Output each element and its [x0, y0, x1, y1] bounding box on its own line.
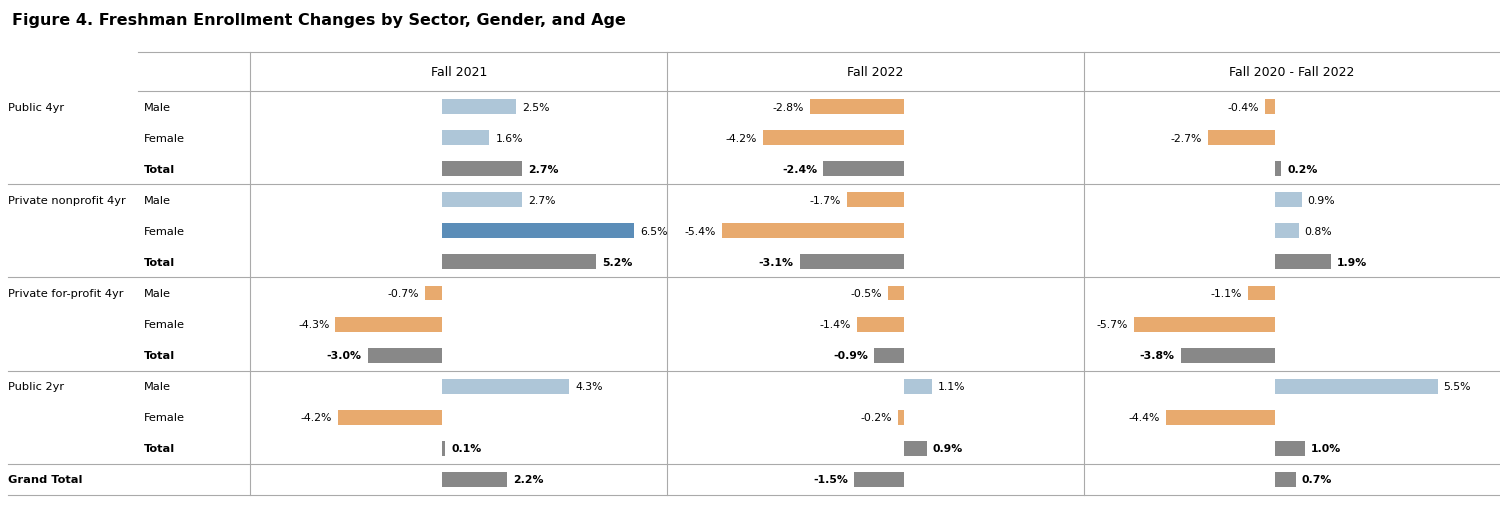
Text: Female: Female [144, 320, 184, 329]
Text: Female: Female [144, 226, 184, 236]
Text: Total: Total [144, 165, 176, 174]
Text: -0.2%: -0.2% [859, 413, 891, 422]
Text: Grand Total: Grand Total [8, 474, 82, 484]
Text: -5.4%: -5.4% [686, 226, 716, 236]
Text: -4.2%: -4.2% [300, 413, 332, 422]
Bar [1275, 379, 1437, 394]
Text: 2.7%: 2.7% [528, 165, 558, 174]
Text: Male: Male [144, 288, 171, 298]
Bar [1134, 317, 1275, 332]
Bar [800, 255, 904, 270]
Text: -1.5%: -1.5% [813, 474, 847, 484]
Bar [442, 441, 446, 456]
Text: Female: Female [144, 413, 184, 422]
Text: Private for-profit 4yr: Private for-profit 4yr [8, 288, 123, 298]
Text: -1.1%: -1.1% [1210, 288, 1242, 298]
Text: 0.9%: 0.9% [933, 443, 963, 453]
Text: Figure 4. Freshman Enrollment Changes by Sector, Gender, and Age: Figure 4. Freshman Enrollment Changes by… [12, 13, 626, 28]
Text: -4.3%: -4.3% [298, 320, 330, 329]
Text: -4.4%: -4.4% [1128, 413, 1160, 422]
Text: 0.8%: 0.8% [1305, 226, 1332, 236]
Bar [904, 441, 927, 456]
Text: 2.5%: 2.5% [522, 103, 549, 113]
Bar [442, 379, 568, 394]
Text: 6.5%: 6.5% [640, 226, 668, 236]
Text: Female: Female [144, 133, 184, 143]
Text: Male: Male [144, 381, 171, 391]
Bar [368, 348, 442, 363]
Text: -3.0%: -3.0% [327, 350, 362, 361]
Bar [1166, 410, 1275, 425]
Text: Total: Total [144, 350, 176, 361]
Bar [1180, 348, 1275, 363]
Text: 1.1%: 1.1% [938, 381, 964, 391]
Bar [442, 472, 507, 487]
Bar [442, 193, 522, 208]
Text: 2.2%: 2.2% [513, 474, 543, 484]
Bar [1275, 472, 1296, 487]
Text: 4.3%: 4.3% [574, 381, 603, 391]
Bar [904, 379, 932, 394]
Bar [442, 162, 522, 177]
Text: Total: Total [144, 443, 176, 453]
Bar [1208, 131, 1275, 146]
Text: 5.5%: 5.5% [1443, 381, 1472, 391]
Bar [856, 317, 904, 332]
Text: Total: Total [144, 258, 176, 267]
Text: Fall 2022: Fall 2022 [847, 66, 903, 79]
Text: -1.4%: -1.4% [821, 320, 850, 329]
Bar [442, 131, 489, 146]
Text: 0.1%: 0.1% [452, 443, 482, 453]
Bar [442, 255, 596, 270]
Bar [853, 472, 904, 487]
Bar [847, 193, 904, 208]
Text: Male: Male [144, 103, 171, 113]
Text: -0.7%: -0.7% [387, 288, 418, 298]
Bar [442, 224, 634, 239]
Bar [1264, 100, 1275, 115]
Bar [1275, 224, 1299, 239]
Text: 1.6%: 1.6% [495, 133, 524, 143]
Bar [338, 410, 442, 425]
Text: -0.9%: -0.9% [833, 350, 868, 361]
Bar [336, 317, 442, 332]
Text: -2.8%: -2.8% [772, 103, 804, 113]
Text: -0.4%: -0.4% [1227, 103, 1258, 113]
Text: Private nonprofit 4yr: Private nonprofit 4yr [8, 195, 124, 206]
Text: 1.9%: 1.9% [1338, 258, 1368, 267]
Bar [1275, 193, 1302, 208]
Bar [762, 131, 904, 146]
Text: -2.7%: -2.7% [1172, 133, 1202, 143]
Text: 2.7%: 2.7% [528, 195, 555, 206]
Text: -2.4%: -2.4% [783, 165, 818, 174]
Text: Male: Male [144, 195, 171, 206]
Bar [1275, 162, 1281, 177]
Bar [442, 100, 516, 115]
Text: -0.5%: -0.5% [850, 288, 882, 298]
Text: -4.2%: -4.2% [726, 133, 756, 143]
Bar [1275, 255, 1332, 270]
Text: 5.2%: 5.2% [602, 258, 632, 267]
Text: Public 4yr: Public 4yr [8, 103, 63, 113]
Bar [424, 286, 442, 301]
Bar [874, 348, 904, 363]
Text: 0.7%: 0.7% [1302, 474, 1332, 484]
Bar [897, 410, 904, 425]
Text: -1.7%: -1.7% [810, 195, 842, 206]
Bar [888, 286, 904, 301]
Bar [1275, 441, 1305, 456]
Text: -3.1%: -3.1% [759, 258, 794, 267]
Text: Fall 2021: Fall 2021 [430, 66, 488, 79]
Text: 0.2%: 0.2% [1287, 165, 1317, 174]
Bar [1248, 286, 1275, 301]
Bar [824, 162, 904, 177]
Text: -5.7%: -5.7% [1096, 320, 1128, 329]
Bar [810, 100, 904, 115]
Text: Fall 2020 - Fall 2022: Fall 2020 - Fall 2022 [1228, 66, 1354, 79]
Text: 0.9%: 0.9% [1308, 195, 1335, 206]
Text: -3.8%: -3.8% [1140, 350, 1174, 361]
Bar [722, 224, 904, 239]
Text: Public 2yr: Public 2yr [8, 381, 63, 391]
Text: 1.0%: 1.0% [1311, 443, 1341, 453]
